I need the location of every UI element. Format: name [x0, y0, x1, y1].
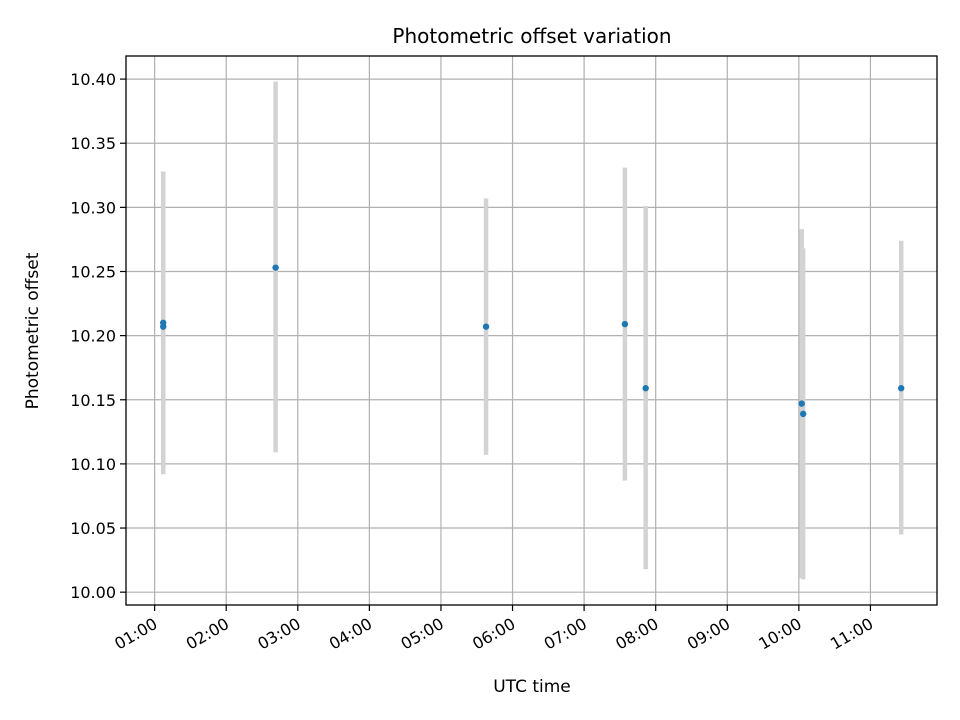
x-tick-label: 05:00 — [398, 614, 447, 654]
y-tick-label: 10.10 — [70, 455, 116, 474]
data-point — [798, 400, 805, 407]
data-point — [621, 320, 629, 328]
data-point — [272, 264, 279, 271]
y-tick-label: 10.30 — [70, 198, 116, 217]
y-axis-ticks: 10.00 10.05 10.10 10.15 10.20 10.25 10.30 10.35… — [70, 70, 126, 602]
x-tick-label: 03:00 — [254, 614, 303, 654]
x-tick-label: 08:00 — [612, 614, 661, 654]
y-tick-label: 10.25 — [70, 262, 116, 281]
grid — [126, 56, 937, 605]
x-tick-label: 11:00 — [827, 614, 876, 654]
error-bars — [160, 81, 904, 580]
data-points — [160, 264, 905, 418]
x-tick-label: 01:00 — [111, 614, 160, 654]
x-tick-label: 10:00 — [755, 614, 804, 654]
y-tick-label: 10.20 — [70, 327, 116, 346]
data-point — [482, 323, 490, 330]
x-axis-label: UTC time — [493, 677, 571, 697]
x-tick-label: 09:00 — [684, 614, 733, 654]
data-point — [898, 385, 905, 392]
y-axis-label: Photometric offset — [23, 252, 43, 409]
data-point — [799, 410, 807, 418]
x-tick-label: 06:00 — [469, 614, 518, 654]
data-point — [160, 323, 167, 330]
x-tick-label: 02:00 — [183, 614, 232, 654]
x-tick-label: 04:00 — [326, 614, 375, 654]
data-point — [642, 385, 649, 392]
y-tick-label: 10.05 — [70, 519, 116, 538]
y-tick-label: 10.40 — [70, 70, 116, 89]
y-tick-label: 10.00 — [70, 583, 116, 602]
x-axis-ticks: 01:00 02:00 03:00 04:00 05:00 06:00 07:00 08:00… — [111, 605, 876, 654]
y-tick-label: 10.35 — [70, 134, 116, 153]
y-tick-label: 10.15 — [70, 391, 116, 410]
plot-frame — [125, 55, 938, 606]
chart-title: Photometric offset variation — [392, 24, 671, 48]
x-tick-label: 07:00 — [541, 614, 590, 654]
